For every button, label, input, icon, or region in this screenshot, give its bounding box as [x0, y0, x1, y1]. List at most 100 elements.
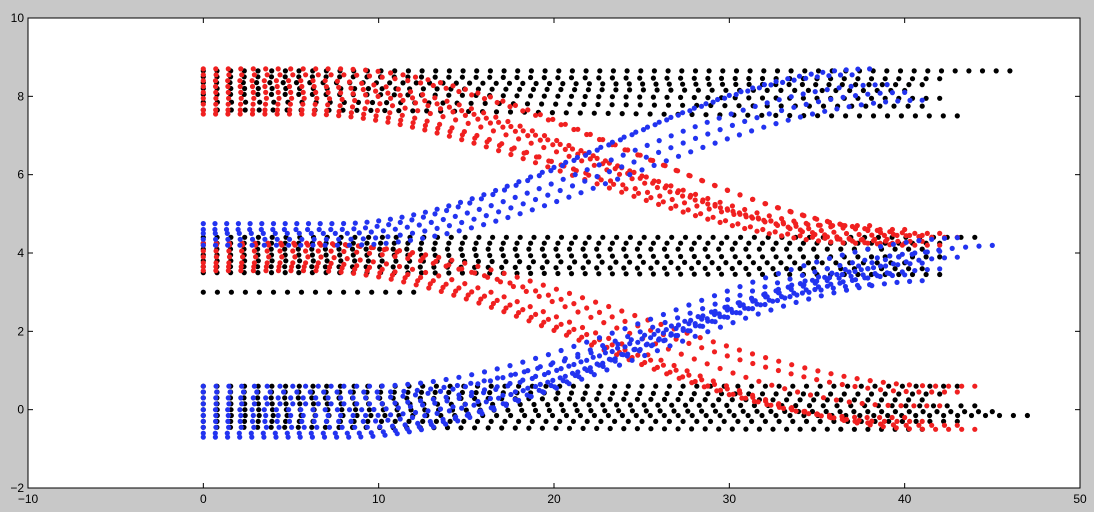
point-s0-t1-28 [583, 75, 588, 80]
point-s2-t4-12 [347, 243, 352, 248]
point-s1-t7-54 [867, 223, 872, 228]
point-s0-t21-25 [543, 419, 548, 424]
point-s0-t1-48 [855, 76, 860, 81]
point-s2-t12-7 [289, 425, 294, 430]
point-s1-t8-49 [804, 237, 809, 242]
point-s1-t14-49 [814, 411, 819, 416]
point-s0-t11-43 [792, 260, 797, 265]
point-s0-t21-12 [365, 419, 370, 424]
point-s2-t7-58 [925, 249, 930, 254]
point-s2-t9-2 [225, 407, 230, 412]
point-s0-t10-21 [487, 253, 492, 258]
point-s1-t8-35 [631, 194, 636, 199]
point-s2-t4-18 [420, 236, 425, 241]
point-s2-t3-20 [447, 223, 452, 228]
point-s1-t5-16 [403, 106, 408, 111]
point-s0-t8-16 [419, 241, 424, 246]
point-s0-t1-25 [542, 75, 547, 80]
point-s2-t4-42 [713, 141, 718, 146]
point-s1-t6-13 [362, 106, 367, 111]
point-s0-t3-37 [710, 88, 715, 93]
point-s1-t8-23 [484, 144, 489, 149]
point-s1-t10-50 [840, 382, 845, 387]
point-s2-t0-11 [329, 221, 334, 226]
point-s2-t3-12 [348, 237, 353, 242]
point-s2-t4-33 [603, 181, 608, 186]
point-s2-t11-27 [533, 384, 538, 389]
point-s0-t10-26 [555, 253, 560, 258]
point-s2-t4-0 [201, 243, 206, 248]
point-s0-t19-35 [685, 409, 690, 414]
point-s2-t14-16 [395, 431, 400, 436]
point-s0-t20-54 [955, 413, 960, 418]
point-s0-t1-52 [910, 76, 915, 81]
point-s0-t2-6 [281, 80, 286, 85]
point-s1-t14-31 [589, 342, 594, 347]
point-s0-t16-36 [692, 391, 697, 396]
point-s1-t6-54 [872, 237, 877, 242]
point-s0-t19-4 [256, 407, 261, 412]
point-s2-t8-29 [571, 362, 576, 367]
point-s2-t1-38 [641, 127, 646, 132]
point-s2-t10-18 [425, 408, 430, 413]
point-s2-t4-10 [323, 243, 328, 248]
point-s1-t10-5 [265, 248, 270, 253]
point-s0-t1-21 [487, 75, 492, 80]
point-s2-t5-57 [929, 237, 934, 242]
point-s2-t3-28 [545, 193, 550, 198]
point-s1-t9-20 [462, 261, 467, 266]
point-s1-t8-10 [324, 112, 329, 117]
point-s0-t6-11 [354, 108, 359, 113]
point-s1-t7-28 [546, 158, 551, 163]
point-s0-t20-24 [536, 413, 541, 418]
point-s0-t22-19 [458, 425, 463, 430]
point-s1-t4-25 [513, 129, 518, 134]
point-s1-t11-24 [515, 299, 520, 304]
point-s2-t3-42 [718, 127, 723, 132]
point-s1-t8-0 [201, 111, 206, 116]
point-s1-t8-41 [705, 217, 710, 222]
point-s1-t15-18 [433, 259, 438, 264]
point-s1-t6-51 [835, 236, 840, 241]
point-s2-t3-50 [816, 99, 821, 104]
point-s1-t3-16 [398, 93, 403, 98]
point-s1-t9-57 [946, 384, 951, 389]
point-s1-t10-33 [622, 319, 627, 324]
x-tick-label-5: 40 [898, 492, 912, 506]
point-s0-t1-40 [746, 76, 751, 81]
point-s0-t10-19 [460, 253, 465, 258]
point-s2-t4-16 [396, 239, 401, 244]
point-s2-t14-39 [673, 333, 678, 338]
point-s2-t5-32 [610, 331, 615, 336]
point-s0-t20-47 [857, 413, 862, 418]
point-s1-t8-21 [459, 137, 464, 142]
point-s0-t19-32 [644, 408, 649, 413]
point-s1-t14-55 [890, 415, 895, 420]
point-s1-t9-45 [789, 362, 794, 367]
point-s0-t3-43 [792, 88, 797, 93]
point-s1-t7-36 [645, 190, 650, 195]
point-s1-t9-25 [528, 278, 533, 283]
point-s2-t3-30 [570, 183, 575, 188]
point-s0-t16-33 [651, 391, 656, 396]
point-s1-t11-7 [292, 254, 297, 259]
point-s2-t4-24 [493, 219, 498, 224]
point-s1-t3-27 [533, 133, 538, 138]
point-s1-t14-16 [401, 279, 406, 284]
point-s1-t3-23 [484, 116, 489, 121]
point-s2-t14-19 [431, 424, 436, 429]
point-s0-t12-31 [621, 265, 626, 270]
point-s1-t9-48 [828, 371, 833, 376]
point-s0-t6-25 [550, 110, 555, 115]
point-s0-t5-50 [906, 104, 911, 109]
point-s0-t14-12 [369, 290, 374, 295]
point-s2-t4-49 [798, 114, 803, 119]
point-s2-t7-48 [800, 273, 805, 278]
point-s0-t10-30 [610, 254, 615, 259]
point-s1-t11-15 [397, 264, 402, 269]
point-s2-t10-24 [500, 393, 505, 398]
point-s0-t0-37 [707, 68, 712, 73]
point-s2-t7-18 [425, 391, 430, 396]
point-s1-t5-0 [201, 96, 206, 101]
point-s0-t4-30 [610, 94, 615, 99]
